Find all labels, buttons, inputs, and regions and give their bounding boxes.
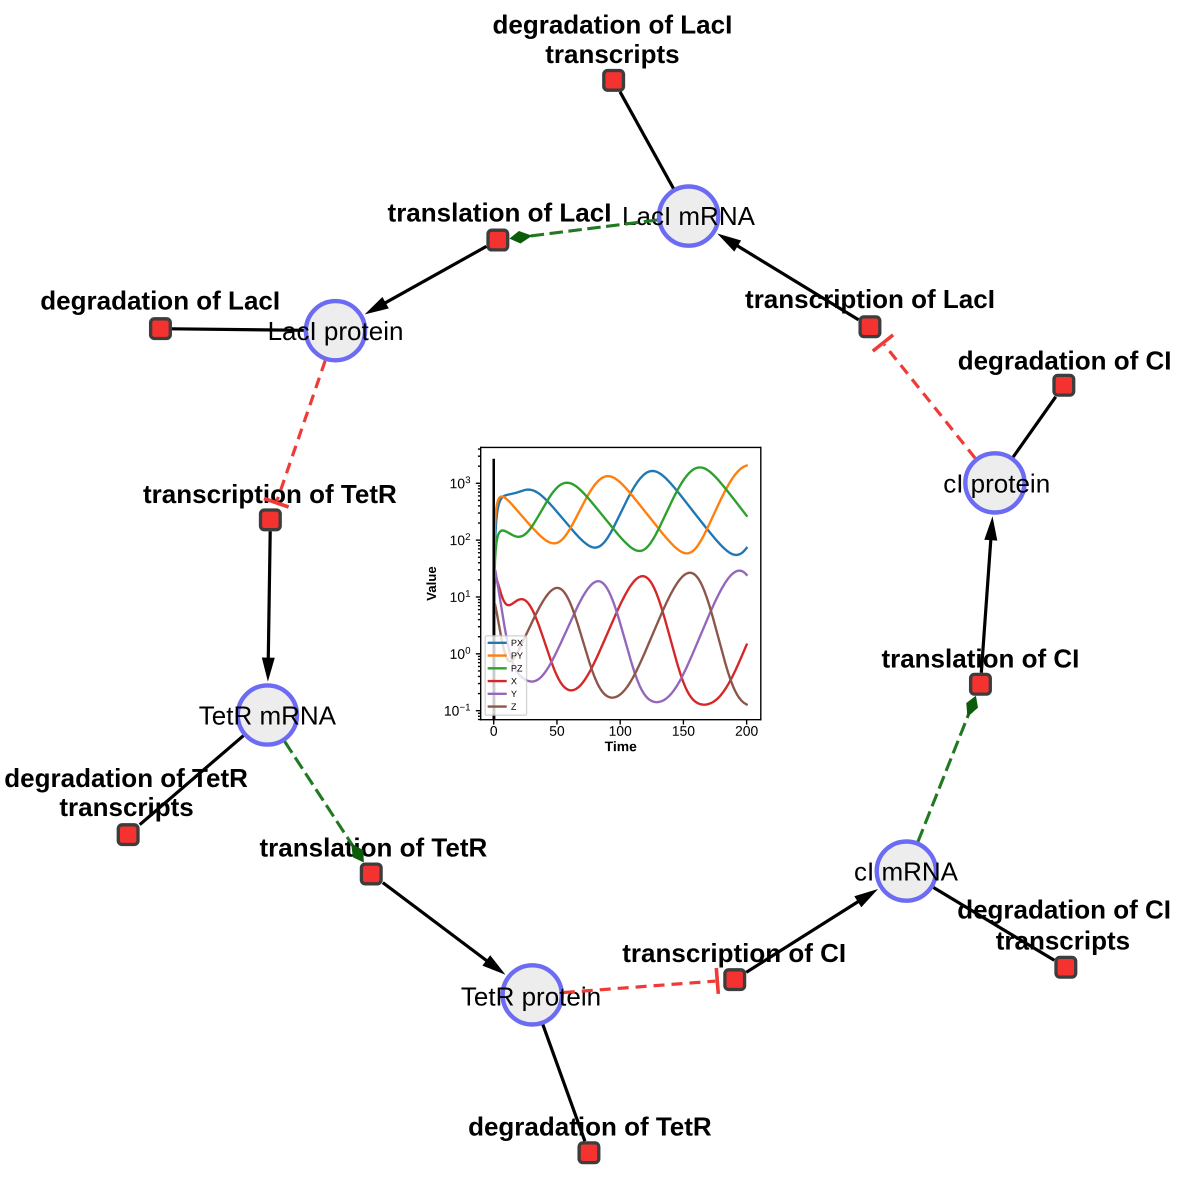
svg-text:degradation of LacI: degradation of LacI: [492, 10, 732, 40]
svg-text:transcription of CI: transcription of CI: [622, 938, 846, 968]
svg-text:translation of LacI: translation of LacI: [388, 198, 612, 228]
svg-text:LacI mRNA: LacI mRNA: [622, 201, 756, 231]
svg-text:TetR protein: TetR protein: [461, 982, 601, 1012]
svg-text:degradation of LacI: degradation of LacI: [40, 286, 280, 316]
svg-text:degradation of CI: degradation of CI: [958, 346, 1172, 376]
svg-text:degradation of TetR: degradation of TetR: [4, 763, 248, 793]
svg-text:translation of TetR: translation of TetR: [260, 833, 488, 863]
svg-text:transcripts: transcripts: [545, 39, 679, 69]
svg-text:transcripts: transcripts: [996, 926, 1130, 956]
svg-text:TetR mRNA: TetR mRNA: [199, 701, 337, 731]
svg-text:degradation of CI: degradation of CI: [957, 894, 1171, 924]
svg-text:cI mRNA: cI mRNA: [854, 857, 959, 887]
svg-text:cI protein: cI protein: [943, 468, 1050, 498]
svg-text:transcription of TetR: transcription of TetR: [143, 479, 397, 509]
svg-text:degradation of TetR: degradation of TetR: [468, 1112, 712, 1142]
svg-text:transcription of LacI: transcription of LacI: [745, 284, 995, 314]
